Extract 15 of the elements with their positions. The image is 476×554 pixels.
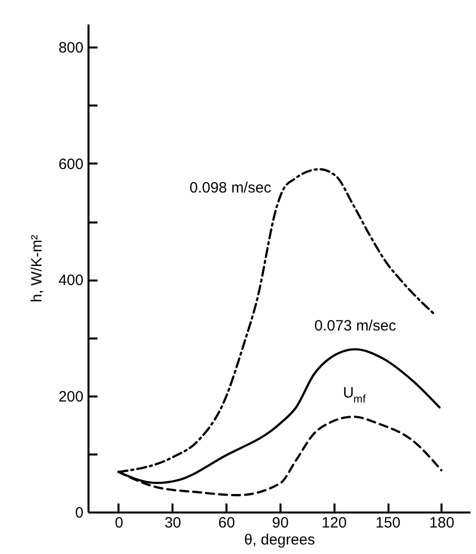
x-axis-title: θ, degrees xyxy=(244,532,315,548)
series-label: 0.073 m/sec xyxy=(314,317,397,334)
x-tick-label: 150 xyxy=(375,514,401,532)
y-tick-label: 200 xyxy=(58,388,84,406)
x-tick-label: 90 xyxy=(272,514,289,532)
y-tick-label: 800 xyxy=(58,40,84,57)
y-tick-label: 400 xyxy=(58,272,84,290)
x-tick-label: 120 xyxy=(322,514,347,532)
x-tick-label: 30 xyxy=(164,514,182,532)
series-label: 0.098 m/sec xyxy=(189,179,272,196)
y-axis-title: h, W/K-m² xyxy=(28,234,46,302)
x-tick-label: 180 xyxy=(429,514,454,532)
x-tick-label: 60 xyxy=(218,514,235,532)
x-tick-label: 0 xyxy=(114,514,124,532)
y-tick-label: 600 xyxy=(58,156,84,173)
